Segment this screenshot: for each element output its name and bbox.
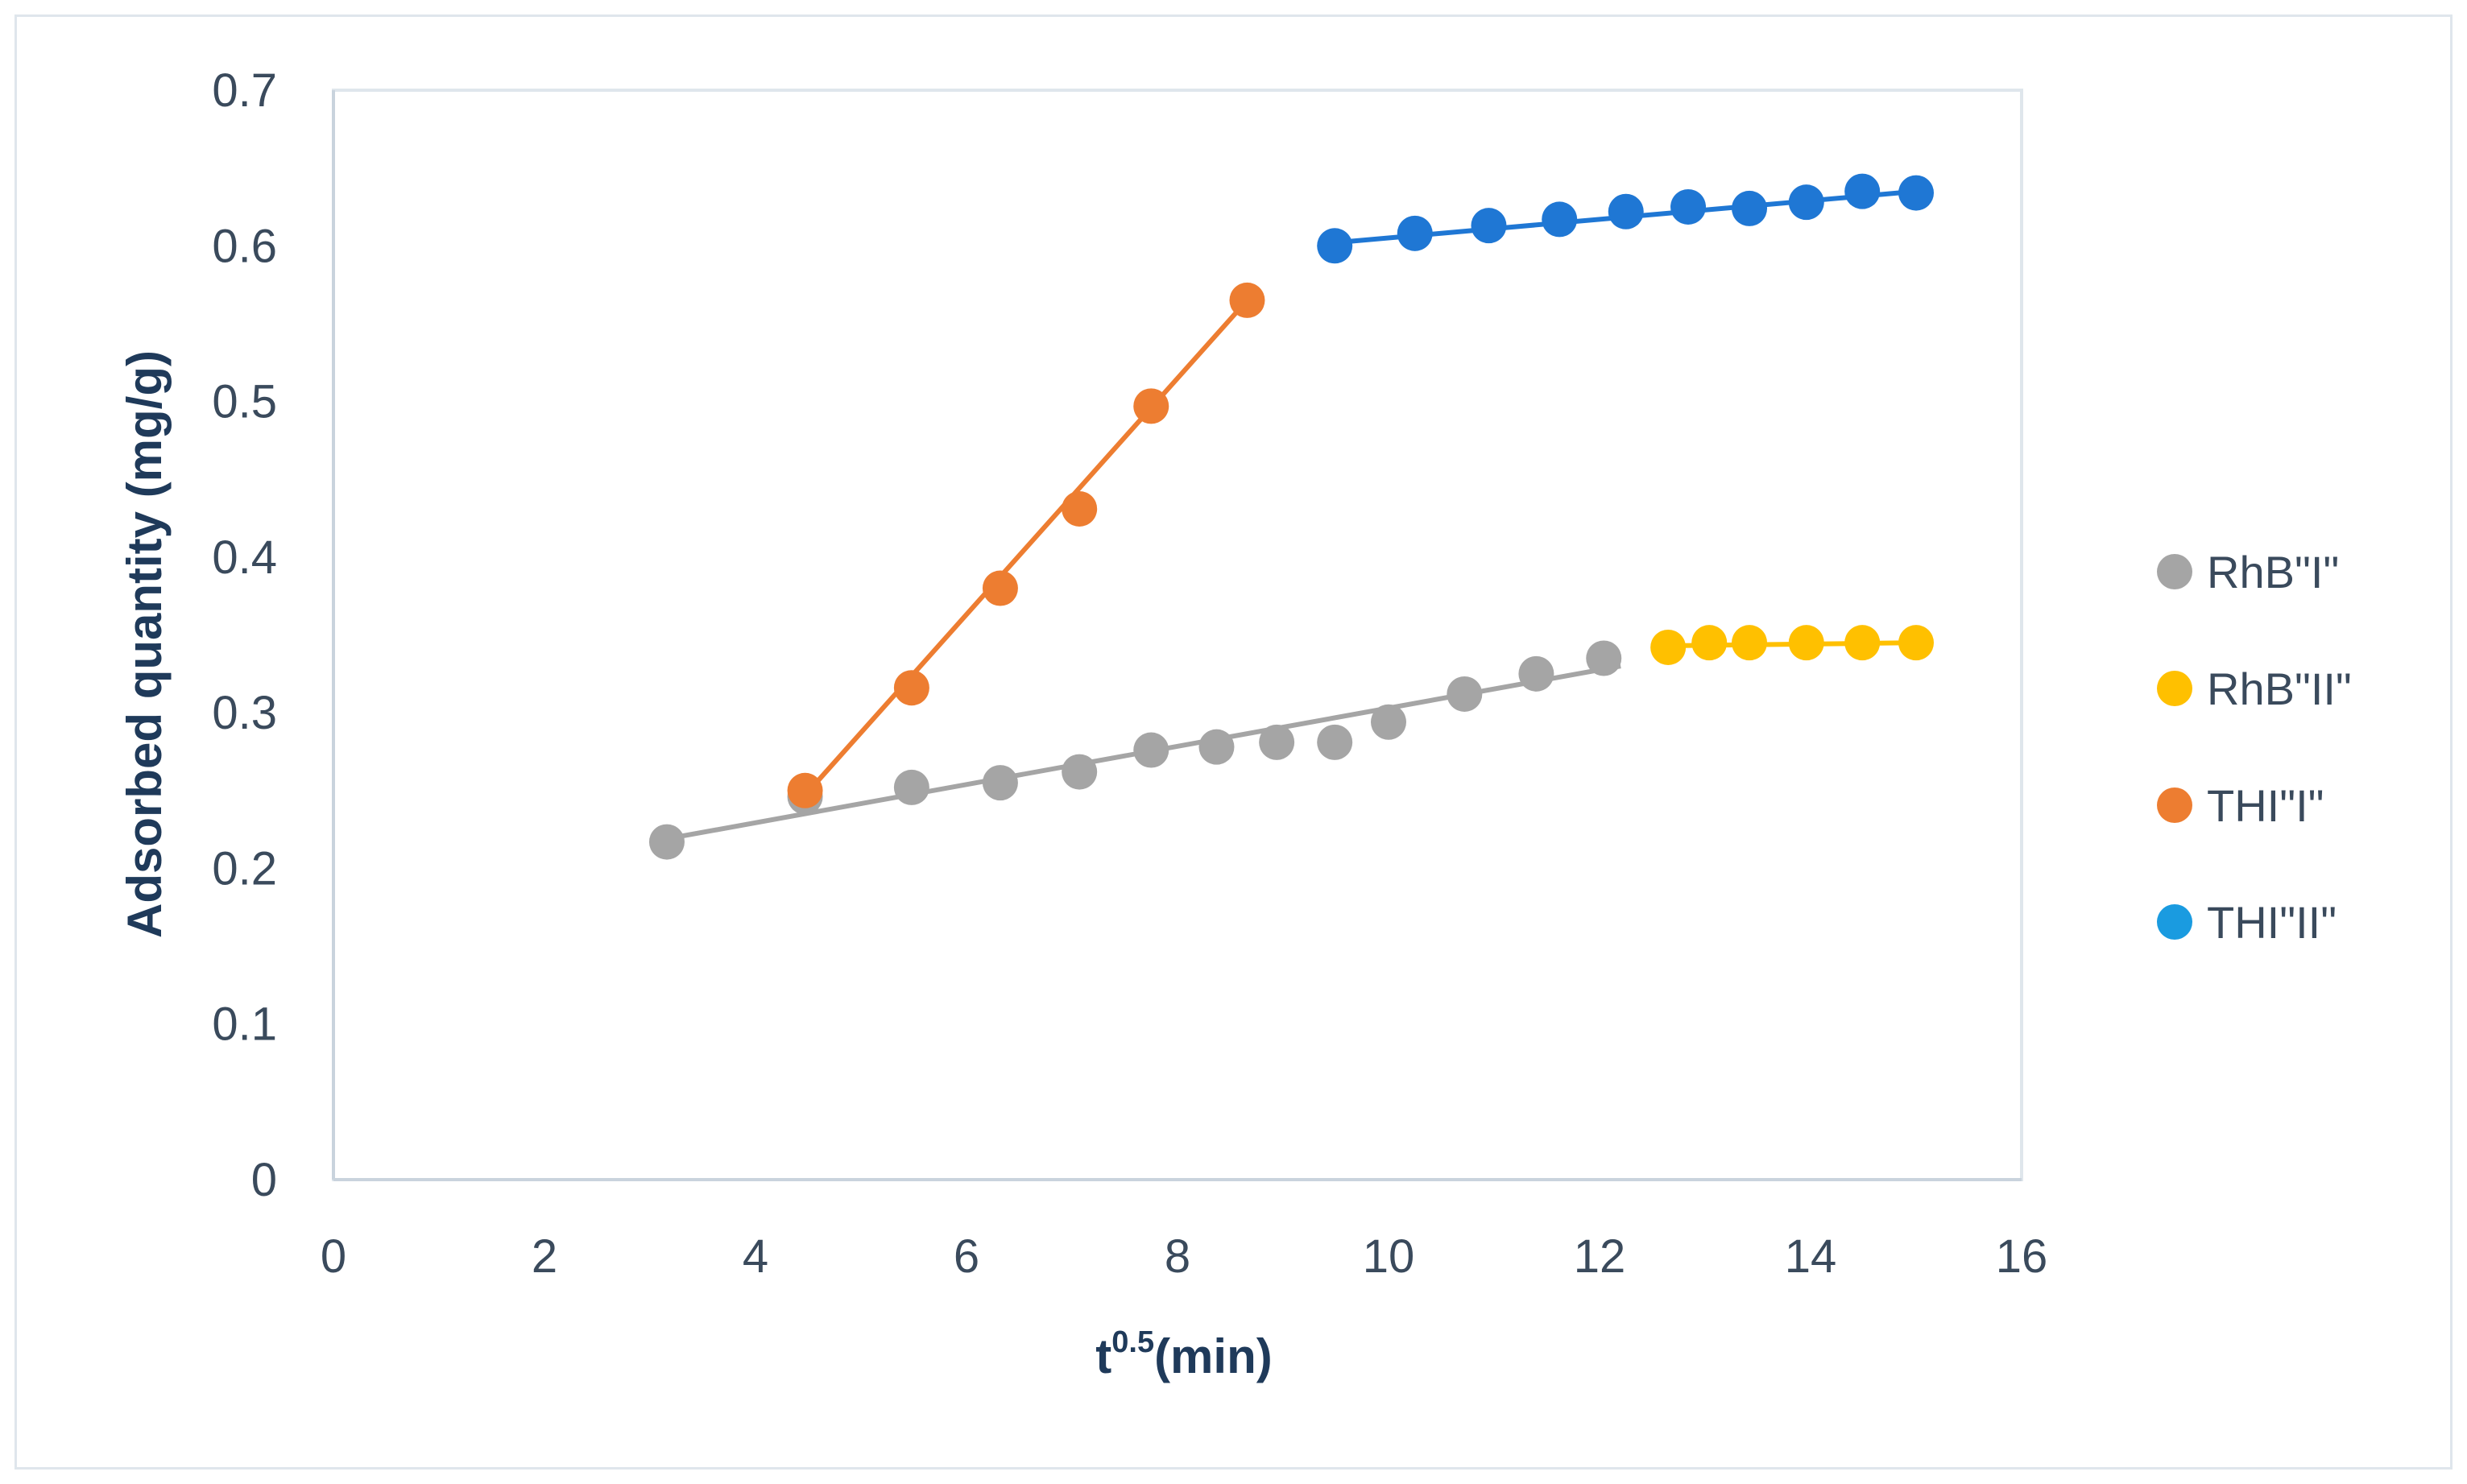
x-tick-label: 14: [1785, 1230, 1837, 1283]
series-group: [648, 640, 1622, 860]
series-group: [1317, 173, 1934, 264]
data-point: [1788, 625, 1824, 661]
x-axis-ticks: 0 2 4 6 8 10 12 14 16: [321, 1230, 2047, 1283]
legend-label: THI"I": [2207, 780, 2324, 831]
data-point: [1447, 676, 1483, 712]
legend-label: THI"II": [2207, 897, 2337, 948]
data-point: [1133, 388, 1169, 424]
data-point: [982, 570, 1018, 606]
x-tick-label: 12: [1574, 1230, 1626, 1283]
data-point: [982, 765, 1018, 801]
y-tick-label: 0.6: [212, 220, 277, 272]
series-trendline: [803, 298, 1249, 797]
y-tick-label: 0.1: [212, 998, 277, 1051]
data-point: [1898, 175, 1934, 211]
data-point: [1397, 215, 1433, 251]
data-point: [787, 772, 823, 808]
x-tick-label: 4: [743, 1230, 768, 1283]
data-point: [1133, 732, 1169, 768]
data-point: [1586, 640, 1622, 676]
data-point: [1898, 625, 1934, 661]
legend-label: RhB"II": [2207, 663, 2352, 714]
x-tick-label: 6: [954, 1230, 979, 1283]
data-point: [1844, 625, 1881, 661]
series-group: [787, 282, 1265, 808]
data-point: [893, 670, 929, 706]
plot-area: [332, 89, 2023, 1181]
data-point: [1317, 228, 1353, 264]
x-tick-label: 0: [321, 1230, 346, 1283]
data-point: [1198, 729, 1235, 765]
y-tick-label: 0.5: [212, 376, 277, 428]
y-tick-label: 0.7: [212, 64, 277, 117]
data-point: [1691, 625, 1728, 661]
series-layer: [648, 173, 1934, 860]
data-point: [1670, 188, 1707, 225]
data-point: [1732, 625, 1768, 661]
data-point: [1062, 490, 1098, 527]
data-point: [1732, 190, 1768, 226]
legend-marker: [2157, 787, 2192, 823]
legend-marker: [2157, 904, 2192, 940]
legend-marker: [2157, 554, 2192, 589]
data-point: [1371, 704, 1406, 740]
y-axis-title: Adsorbed quantity (mg/g): [118, 350, 172, 938]
legend-label: RhB"I": [2207, 547, 2339, 597]
data-point: [1229, 282, 1265, 318]
legend-marker: [2157, 671, 2192, 706]
y-tick-label: 0: [251, 1154, 277, 1206]
data-point: [1844, 173, 1881, 209]
data-point: [893, 769, 929, 805]
x-tick-label: 2: [532, 1230, 557, 1283]
data-point: [1259, 724, 1295, 760]
x-axis-title: t0.5(min): [1095, 1325, 1272, 1383]
series-group: [1650, 625, 1934, 665]
data-point: [1608, 193, 1644, 229]
data-point: [1650, 629, 1687, 665]
x-tick-label: 8: [1165, 1230, 1190, 1283]
legend: RhB"I" RhB"II" THI"I" THI"II": [2157, 547, 2352, 948]
data-point: [1062, 754, 1098, 790]
data-point: [1317, 724, 1353, 760]
y-tick-label: 0.4: [212, 531, 277, 584]
data-point: [648, 824, 685, 860]
data-point: [1471, 208, 1507, 244]
plot-border: [332, 89, 2023, 1181]
y-tick-label: 0.3: [212, 687, 277, 739]
y-axis-ticks: 0 0.1 0.2 0.3 0.4 0.5 0.6 0.7: [212, 64, 277, 1206]
x-tick-label: 10: [1363, 1230, 1415, 1283]
x-tick-label: 16: [1996, 1230, 2048, 1283]
y-tick-label: 0.2: [212, 842, 277, 895]
data-point: [1518, 655, 1554, 692]
data-point: [1542, 201, 1578, 238]
data-point: [1788, 184, 1824, 221]
